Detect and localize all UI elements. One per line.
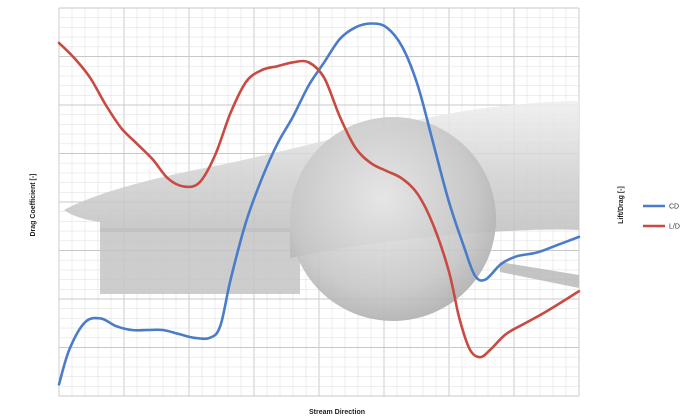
legend-label-cd: CD [669, 204, 679, 211]
car-sidepod [100, 228, 300, 294]
legend: CD L/D [643, 204, 680, 231]
x-axis-label: Stream Direction [309, 409, 365, 416]
legend-item-ld: L/D [643, 224, 680, 231]
y-axis-label: Drag Coefficient [-] [30, 174, 37, 237]
y2-axis-label: Lift/Drag [-] [618, 186, 625, 224]
legend-label-ld: L/D [669, 224, 680, 231]
car-wheel [290, 117, 496, 321]
legend-item-cd: CD [643, 204, 679, 211]
